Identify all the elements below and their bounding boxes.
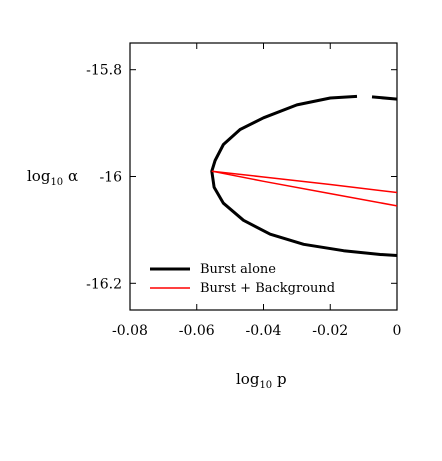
y-tick-label: -16: [99, 170, 122, 186]
x-tick-label: -0.02: [312, 323, 348, 339]
x-axis-label: log10 p: [236, 370, 287, 391]
y-tick-label: -15.8: [86, 63, 122, 79]
y-tick-label: -16.2: [86, 276, 122, 292]
legend-label-burst-background: Burst + Background: [200, 281, 335, 296]
legend: Burst alone Burst + Background: [150, 262, 335, 296]
x-axis-ticks: -0.08 -0.06 -0.04 -0.02 0: [112, 43, 401, 339]
legend-label-burst-alone: Burst alone: [200, 262, 276, 277]
series-burst-background-branch-1: [211, 170, 398, 207]
y-axis-ticks: -16.2 -16 -15.8: [86, 63, 397, 292]
series-layer: [210, 94, 398, 257]
x-tick-label: -0.04: [246, 323, 282, 339]
series-burst-alone-segment: [371, 95, 398, 101]
series-burst-background-branch-0: [211, 170, 398, 194]
x-tick-label: 0: [393, 323, 402, 339]
series-burst-alone: [210, 94, 398, 257]
x-tick-label: -0.06: [179, 323, 215, 339]
x-tick-label: -0.08: [112, 323, 148, 339]
y-axis-label: log10 α: [27, 167, 78, 188]
